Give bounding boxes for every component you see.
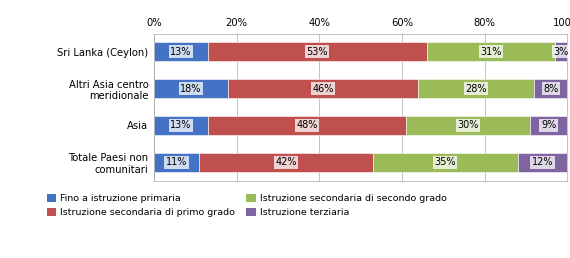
Text: 18%: 18% xyxy=(180,84,202,94)
Text: 31%: 31% xyxy=(480,47,502,57)
Bar xyxy=(154,116,207,135)
Text: 13%: 13% xyxy=(170,47,192,57)
Bar xyxy=(154,79,229,98)
Bar xyxy=(229,79,418,98)
Bar xyxy=(406,116,530,135)
Bar xyxy=(426,42,555,61)
Bar xyxy=(373,153,518,172)
Text: 8%: 8% xyxy=(543,84,558,94)
Text: 9%: 9% xyxy=(541,120,556,131)
Text: 48%: 48% xyxy=(296,120,317,131)
Bar xyxy=(154,42,207,61)
Bar xyxy=(207,116,406,135)
Text: 46%: 46% xyxy=(312,84,334,94)
Text: 3%: 3% xyxy=(553,47,569,57)
Text: 28%: 28% xyxy=(466,84,487,94)
Text: 35%: 35% xyxy=(434,157,456,167)
Text: 53%: 53% xyxy=(307,47,328,57)
Bar xyxy=(530,116,567,135)
Bar xyxy=(555,42,567,61)
Bar xyxy=(154,153,200,172)
Text: 11%: 11% xyxy=(166,157,188,167)
Text: 30%: 30% xyxy=(457,120,479,131)
Bar xyxy=(518,153,567,172)
Bar xyxy=(207,42,426,61)
Text: 42%: 42% xyxy=(275,157,297,167)
Bar xyxy=(200,153,373,172)
Bar xyxy=(534,79,567,98)
Text: 13%: 13% xyxy=(170,120,192,131)
Text: 12%: 12% xyxy=(532,157,553,167)
Legend: Fino a istruzione primaria, Istruzione secondaria di primo grado, Istruzione sec: Fino a istruzione primaria, Istruzione s… xyxy=(47,194,446,217)
Bar xyxy=(418,79,534,98)
